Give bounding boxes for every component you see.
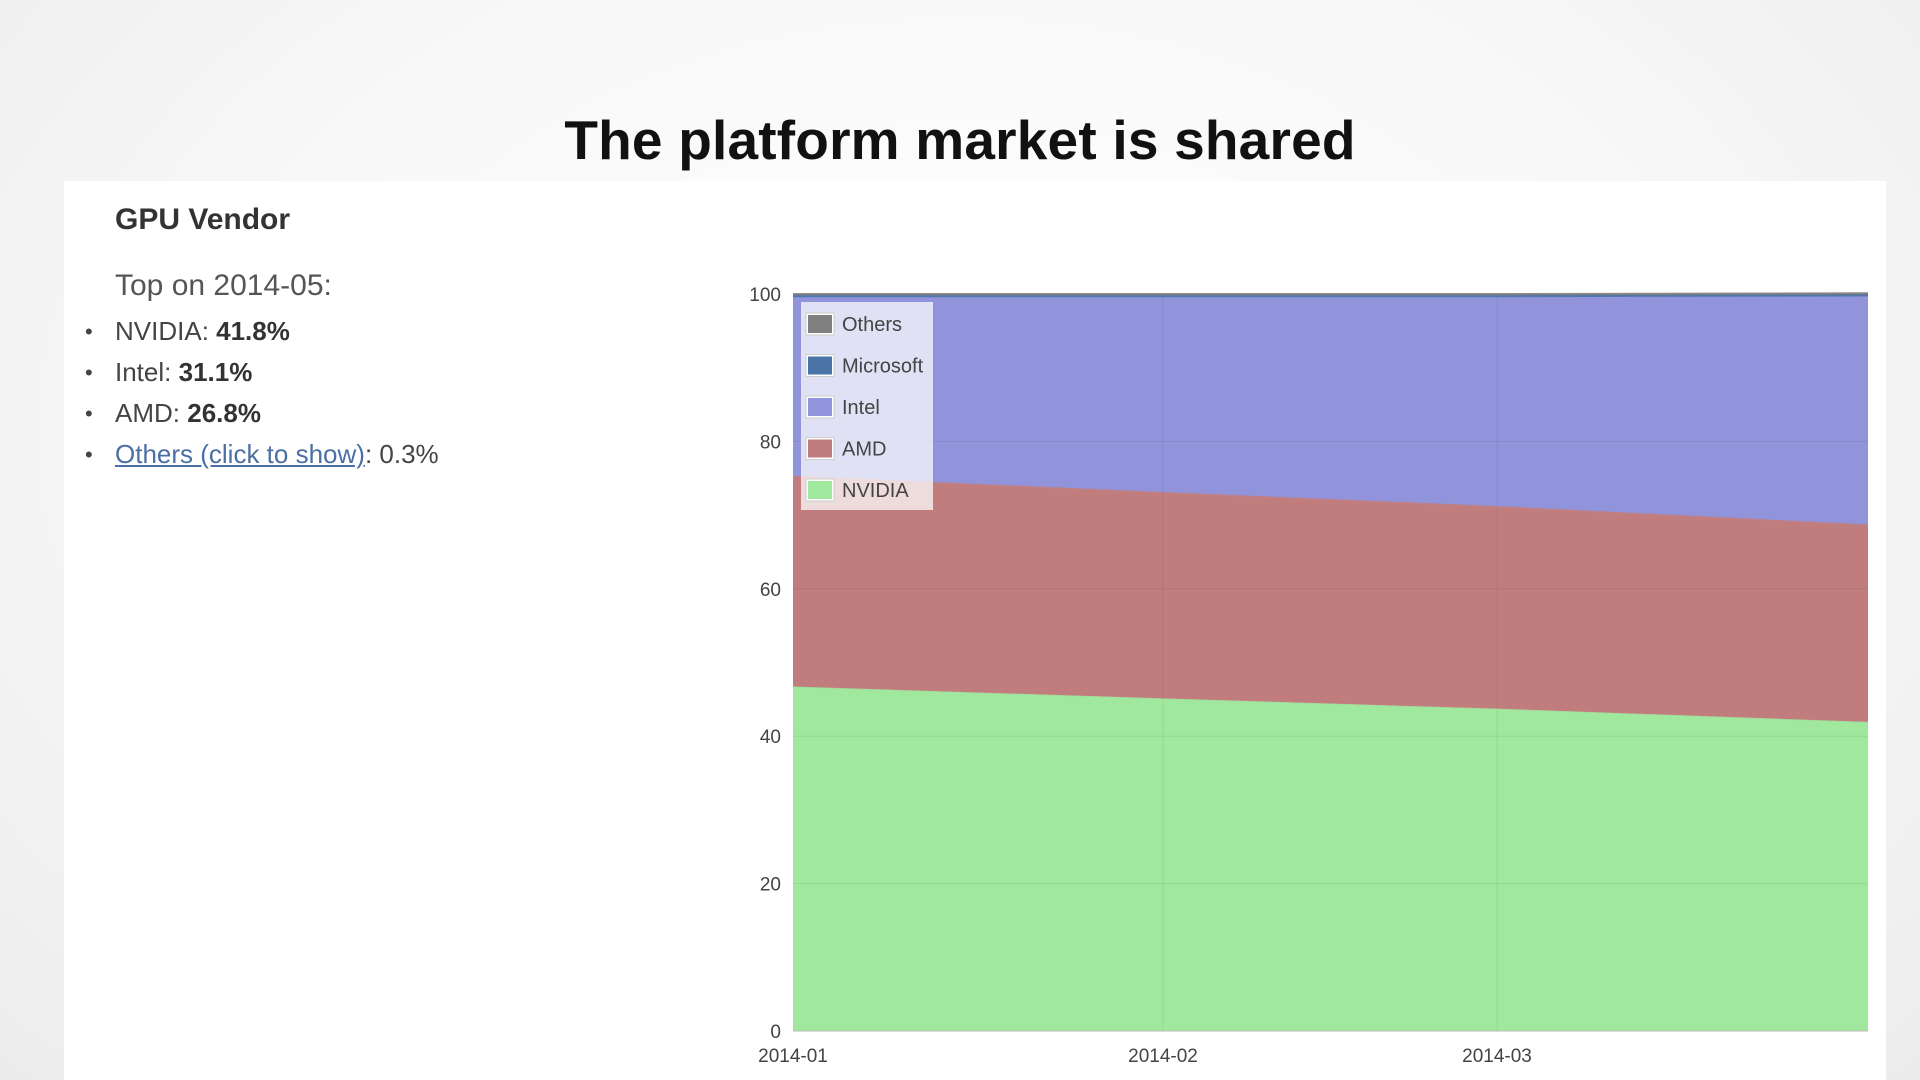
y-tick-label: 20: [760, 875, 781, 896]
others-share-value: 0.3%: [379, 439, 439, 469]
separator: :: [172, 398, 188, 428]
vendor-share-value: 31.1%: [178, 357, 253, 387]
top-vendors-summary: Top on 2014-05: • NVIDIA: 41.8% • Intel:…: [85, 269, 675, 475]
panel-heading: GPU Vendor: [115, 203, 291, 236]
bullet-icon: •: [85, 319, 93, 344]
line-series-microsoft: [793, 294, 1869, 298]
legend-swatch-others: [808, 315, 832, 333]
bullet-icon: •: [85, 401, 93, 426]
x-tick-label: 2014-03: [1462, 1046, 1532, 1067]
slide-title: The platform market is shared: [564, 109, 1356, 171]
legend-label: AMD: [842, 439, 886, 461]
y-tick-label: 60: [760, 580, 781, 601]
legend-label: Others: [842, 314, 902, 336]
others-show-link[interactable]: Others (click to show): [115, 439, 365, 469]
vendor-name: AMD: [115, 398, 173, 428]
separator: :: [164, 357, 179, 387]
legend-swatch-amd: [808, 439, 832, 458]
separator: :: [364, 439, 380, 469]
chart-legend: Others Microsoft Intel AMD NVIDIA: [801, 302, 933, 510]
legend-swatch-microsoft: [808, 356, 832, 375]
separator: :: [201, 316, 217, 346]
line-series-amd: [792, 475, 1869, 527]
area-series-nvidia: [793, 687, 1868, 1031]
line-series-nvidia: [792, 686, 1869, 724]
vendor-name: NVIDIA: [115, 316, 202, 346]
legend-swatch-nvidia: [808, 481, 832, 499]
bullet-icon: •: [85, 360, 93, 385]
legend-label: Intel: [842, 397, 880, 419]
area-series-intel: [793, 296, 1868, 526]
y-tick-label: 40: [760, 727, 781, 748]
y-tick-label: 0: [770, 1022, 781, 1043]
x-tick-label: 2014-01: [758, 1046, 828, 1067]
legend-label: Microsoft: [842, 356, 924, 378]
vendor-share-value: 26.8%: [187, 398, 261, 428]
area-series-amd: [793, 476, 1868, 723]
list-item: • Others (click to show): 0.3%: [85, 434, 675, 475]
y-tick-label: 100: [749, 285, 781, 306]
x-tick-label: 2014-02: [1128, 1046, 1198, 1067]
summary-title: Top on 2014-05:: [115, 269, 332, 302]
vendor-share-list: • NVIDIA: 41.8% • Intel: 31.1% • AMD: 26…: [85, 311, 675, 475]
line-series-others: [793, 292, 1869, 295]
list-item: • Intel: 31.1%: [85, 352, 675, 393]
bullet-icon: •: [85, 442, 93, 467]
legend-swatch-intel: [808, 398, 832, 416]
vendor-name: Intel: [115, 357, 165, 387]
list-item: • NVIDIA: 41.8%: [85, 311, 675, 352]
y-tick-label: 80: [760, 432, 781, 453]
vendor-share-value: 41.8%: [216, 316, 290, 346]
list-item: • AMD: 26.8%: [85, 393, 675, 434]
legend-label: NVIDIA: [842, 480, 909, 502]
